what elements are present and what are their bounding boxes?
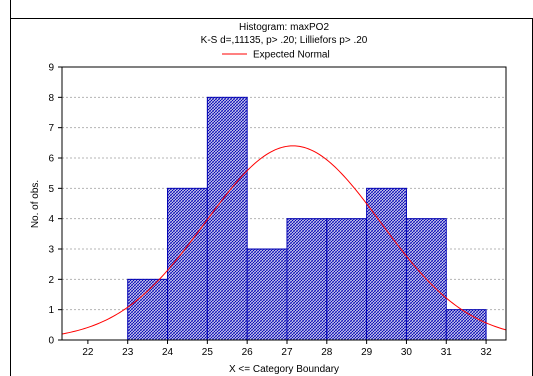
chart-subtitle: K-S d=,11135, p> .20; Lilliefors p> .20 [201,35,368,46]
x-tick-label-28: 28 [321,347,333,358]
bar-26-27 [246,248,288,341]
y-tick-label-5: 5 [48,184,54,195]
x-tick-label-22: 22 [82,347,94,358]
x-tick-label-31: 31 [441,347,453,358]
x-tick-label-32: 32 [481,347,493,358]
bar-23-24 [127,278,169,341]
bar-31-32 [445,309,487,341]
y-tick-label-3: 3 [48,245,54,256]
x-axis-label: X <= Category Boundary [229,364,339,375]
x-tick-label-27: 27 [281,347,293,358]
expected-normal-curve [62,145,506,335]
x-tick-label-26: 26 [242,347,254,358]
x-tick-label-25: 25 [202,347,214,358]
x-tick-label-24: 24 [162,347,174,358]
legend-label-expected-normal: Expected Normal [253,50,330,61]
y-tick-label-4: 4 [48,214,54,225]
y-tick-label-2: 2 [48,275,54,286]
y-axis-label: No. of obs. [30,180,41,228]
x-tick-label-23: 23 [122,347,134,358]
plot-area [61,66,507,341]
y-tick-label-6: 6 [48,154,54,165]
y-tick-label-9: 9 [48,63,54,74]
y-tick-label-1: 1 [48,305,54,316]
y-tick-label-8: 8 [48,93,54,104]
y-axis-ticks: 0 1 2 3 4 5 6 7 8 9 [48,63,62,347]
bar-24-25 [167,187,208,341]
bar-29-30 [366,187,407,341]
y-tick-label-7: 7 [48,123,54,134]
legend: Expected Normal [222,50,330,61]
bar-25-26 [206,96,248,341]
bar-27-28 [286,218,328,341]
x-tick-label-30: 30 [401,347,413,358]
chart-title: Histogram: maxPO2 [239,22,329,33]
bar-28-29 [326,218,368,341]
x-axis-ticks: 22 23 24 25 26 27 28 29 30 31 32 [82,340,492,358]
histogram-bars [127,96,487,341]
y-tick-label-0: 0 [48,336,54,347]
x-tick-label-29: 29 [361,347,373,358]
